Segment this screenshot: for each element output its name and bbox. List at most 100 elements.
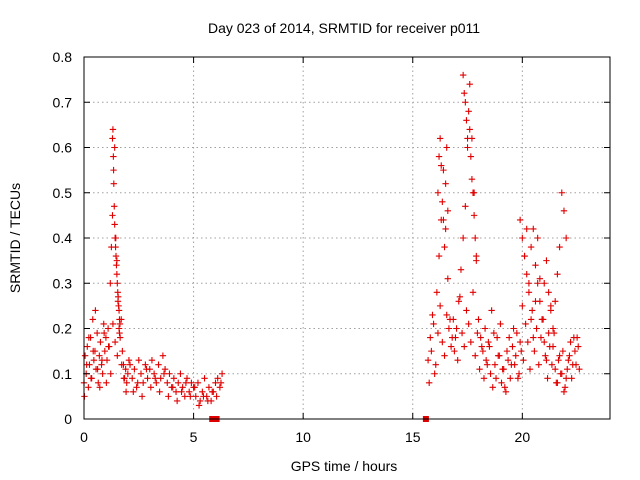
data-point — [90, 347, 97, 355]
data-point — [143, 366, 150, 373]
data-point — [572, 361, 580, 368]
data-point — [107, 280, 114, 287]
data-point — [105, 343, 112, 350]
data-point — [111, 221, 118, 228]
data-point — [175, 379, 182, 386]
data-point — [532, 261, 539, 269]
data-point — [464, 144, 471, 151]
data-point — [519, 302, 526, 310]
data-point — [433, 289, 441, 296]
data-point — [99, 370, 106, 377]
chart-title: Day 023 of 2014, SRMTID for receiver p01… — [208, 20, 480, 36]
data-point — [524, 338, 532, 346]
data-point — [123, 379, 130, 386]
data-point — [440, 166, 447, 174]
y-tick-label: 0.4 — [53, 230, 73, 246]
data-point — [119, 347, 126, 355]
y-tick-label: 0.1 — [53, 366, 73, 382]
data-point — [516, 216, 524, 224]
data-point — [96, 352, 103, 359]
data-point — [89, 316, 96, 323]
data-point — [562, 375, 570, 382]
data-point — [133, 384, 140, 391]
data-point — [530, 225, 537, 233]
data-point — [442, 180, 449, 187]
data-point — [147, 384, 155, 391]
data-point — [181, 393, 189, 400]
data-point — [538, 316, 546, 323]
data-point — [115, 307, 123, 314]
x-axis-label: GPS time / hours — [291, 458, 398, 474]
data-point — [486, 343, 493, 350]
data-point — [125, 356, 133, 364]
data-point — [518, 347, 525, 355]
data-point — [129, 375, 136, 382]
data-point — [172, 388, 180, 396]
data-point — [429, 311, 436, 319]
data-point — [530, 334, 537, 341]
data-point — [440, 216, 447, 224]
data-point — [467, 153, 475, 160]
data-point — [218, 370, 226, 377]
y-tick-label: 0.6 — [53, 140, 73, 156]
data-point — [534, 280, 541, 287]
data-point — [148, 356, 156, 364]
data-point — [576, 366, 583, 373]
data-point — [553, 379, 560, 386]
data-point — [564, 366, 571, 373]
data-point — [124, 370, 132, 377]
data-point — [555, 356, 562, 364]
data-point — [534, 234, 541, 242]
data-point — [556, 243, 563, 251]
data-point — [432, 361, 439, 368]
data-point — [491, 361, 499, 368]
y-tick-labels: 0 0.1 0.2 0.3 0.4 0.5 0.6 0.7 0.8 — [53, 49, 73, 427]
data-point — [504, 356, 512, 364]
data-point — [113, 271, 121, 278]
data-point — [122, 366, 129, 373]
data-point — [475, 316, 482, 323]
data-points — [80, 71, 583, 409]
data-point — [135, 356, 142, 364]
data-point — [552, 298, 559, 305]
data-point — [439, 338, 446, 346]
data-point — [523, 271, 530, 278]
data-point — [192, 393, 199, 400]
data-point — [570, 334, 578, 341]
data-point — [142, 361, 149, 368]
data-point — [519, 234, 526, 242]
data-point — [177, 370, 184, 377]
data-point — [199, 388, 206, 396]
data-point — [214, 375, 221, 382]
data-point — [480, 375, 488, 382]
data-point — [114, 293, 122, 301]
data-point — [430, 320, 437, 328]
data-point — [212, 379, 219, 386]
data-point — [487, 370, 494, 377]
data-point — [531, 347, 538, 355]
data-point — [152, 375, 159, 382]
data-point — [191, 384, 198, 391]
data-point — [541, 338, 548, 346]
y-tick-label: 0.2 — [53, 321, 73, 337]
data-point — [130, 388, 137, 396]
data-point — [557, 370, 564, 377]
data-point — [556, 352, 563, 359]
data-point — [469, 189, 477, 196]
data-point — [111, 203, 118, 210]
data-point — [461, 343, 468, 350]
data-point — [457, 266, 465, 273]
data-point — [565, 356, 572, 364]
y-tick-label: 0 — [64, 411, 72, 427]
data-point — [544, 375, 551, 382]
data-point — [546, 343, 553, 350]
data-point — [155, 361, 162, 368]
data-point — [195, 402, 203, 409]
data-point — [92, 307, 99, 314]
data-point — [97, 338, 104, 346]
data-point — [566, 352, 573, 359]
data-point — [559, 347, 567, 355]
data-point — [522, 320, 529, 328]
data-point — [116, 329, 123, 337]
data-point — [109, 320, 117, 328]
